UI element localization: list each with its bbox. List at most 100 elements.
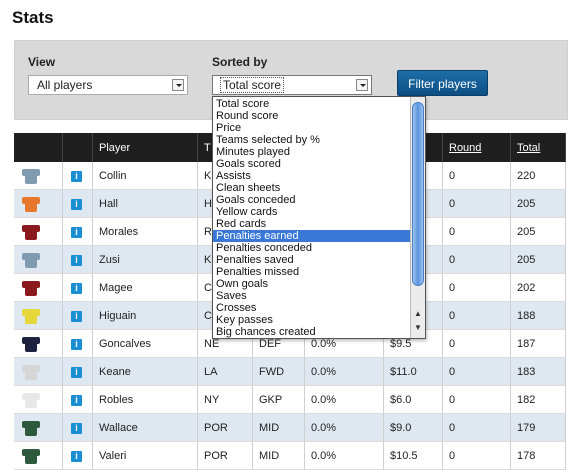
sort-option[interactable]: Penalties conceded xyxy=(216,242,313,254)
player-selected: 0.0% xyxy=(304,413,384,442)
sort-option[interactable]: Clean sheets xyxy=(216,182,281,194)
info-cell[interactable]: i xyxy=(62,413,93,442)
shirt-icon xyxy=(22,223,40,241)
info-cell[interactable]: i xyxy=(62,385,93,414)
player-selected: 0.0% xyxy=(304,441,384,470)
info-cell[interactable]: i xyxy=(62,162,93,190)
player-price: $10.5 xyxy=(383,441,443,470)
info-icon[interactable]: i xyxy=(71,282,82,294)
info-icon[interactable]: i xyxy=(71,394,82,406)
info-cell[interactable]: i xyxy=(62,217,93,246)
shirt-icon xyxy=(22,391,40,409)
info-icon[interactable]: i xyxy=(71,422,82,434)
view-select[interactable]: All players xyxy=(28,75,188,95)
chevron-down-icon xyxy=(172,79,184,91)
scrollbar-thumb[interactable] xyxy=(412,102,424,286)
player-name[interactable]: Morales xyxy=(92,217,198,246)
sort-option[interactable]: Teams selected by % xyxy=(216,134,320,146)
player-position: MID xyxy=(252,413,305,442)
player-round: 0 xyxy=(442,245,511,274)
player-total: 187 xyxy=(510,329,566,358)
sort-option[interactable]: Round score xyxy=(216,110,279,122)
player-total: 205 xyxy=(510,217,566,246)
player-round: 0 xyxy=(442,162,511,190)
info-icon[interactable]: i xyxy=(71,170,82,182)
info-icon[interactable]: i xyxy=(71,366,82,378)
sort-option[interactable]: Goals conceded xyxy=(216,194,296,206)
info-cell[interactable]: i xyxy=(62,329,93,358)
table-row[interactable]: i Valeri POR MID 0.0% $10.5 0 178 xyxy=(14,441,566,470)
player-name[interactable]: Robles xyxy=(92,385,198,414)
shirt-icon xyxy=(22,307,40,325)
sort-option[interactable]: Total score xyxy=(216,98,270,110)
shirt-icon xyxy=(22,279,40,297)
sort-option[interactable]: Saves xyxy=(216,290,247,302)
sort-option[interactable]: Minutes played xyxy=(216,146,290,158)
player-name[interactable]: Valeri xyxy=(92,441,198,470)
player-total: 188 xyxy=(510,301,566,330)
player-name[interactable]: Goncalves xyxy=(92,329,198,358)
player-position: FWD xyxy=(252,357,305,386)
info-cell[interactable]: i xyxy=(62,301,93,330)
info-cell[interactable]: i xyxy=(62,273,93,302)
info-icon[interactable]: i xyxy=(71,226,82,238)
info-icon[interactable]: i xyxy=(71,450,82,462)
player-round: 0 xyxy=(442,441,511,470)
player-name[interactable]: Hall xyxy=(92,189,198,218)
player-total: 205 xyxy=(510,189,566,218)
player-team: POR xyxy=(197,413,253,442)
col-player[interactable]: Player xyxy=(92,133,198,162)
player-name[interactable]: Magee xyxy=(92,273,198,302)
filter-players-button[interactable]: Filter players xyxy=(397,70,488,96)
player-round: 0 xyxy=(442,273,511,302)
info-icon[interactable]: i xyxy=(71,310,82,322)
shirt-icon xyxy=(22,335,40,353)
info-cell[interactable]: i xyxy=(62,189,93,218)
scroll-up-icon[interactable]: ▲ xyxy=(414,309,422,318)
info-icon[interactable]: i xyxy=(71,254,82,266)
table-row[interactable]: i Keane LA FWD 0.0% $11.0 0 183 xyxy=(14,357,566,386)
sort-option[interactable]: Crosses xyxy=(216,302,257,314)
player-name[interactable]: Wallace xyxy=(92,413,198,442)
info-icon[interactable]: i xyxy=(71,198,82,210)
sort-option[interactable]: Yellow cards xyxy=(216,206,278,218)
sort-option[interactable]: Penalties missed xyxy=(216,266,300,278)
info-cell[interactable]: i xyxy=(62,357,93,386)
sort-option[interactable]: Key passes xyxy=(216,314,273,326)
player-price: $11.0 xyxy=(383,357,443,386)
shirt-cell xyxy=(14,162,63,190)
sort-option[interactable]: Red cards xyxy=(216,218,267,230)
player-name[interactable]: Higuain xyxy=(92,301,198,330)
view-label: View xyxy=(28,55,56,69)
player-team: POR xyxy=(197,441,253,470)
table-row[interactable]: i Robles NY GKP 0.0% $6.0 0 182 xyxy=(14,385,566,414)
sort-dropdown-list[interactable]: Total score Round score Price Teams selecte… xyxy=(212,96,426,339)
sort-option[interactable]: Big chances created xyxy=(216,326,316,338)
shirt-icon xyxy=(22,447,40,465)
sort-option[interactable]: Penalties saved xyxy=(216,254,294,266)
shirt-cell xyxy=(14,329,63,358)
shirt-icon xyxy=(22,167,40,185)
shirt-icon xyxy=(22,195,40,213)
table-row[interactable]: i Collin K 0 220 xyxy=(14,162,566,190)
sort-option[interactable]: Own goals xyxy=(216,278,268,290)
info-cell[interactable]: i xyxy=(62,245,93,274)
dropdown-scrollbar[interactable]: ▲ ▼ xyxy=(410,97,425,338)
sort-select[interactable]: Total score xyxy=(212,75,372,95)
table-row[interactable]: i Wallace POR MID 0.0% $9.0 0 179 xyxy=(14,413,566,442)
shirt-cell xyxy=(14,357,63,386)
player-round: 0 xyxy=(442,189,511,218)
player-name[interactable]: Collin xyxy=(92,162,198,190)
info-cell[interactable]: i xyxy=(62,441,93,470)
player-total: 178 xyxy=(510,441,566,470)
player-name[interactable]: Zusi xyxy=(92,245,198,274)
sort-option[interactable]: Price xyxy=(216,122,242,134)
col-round[interactable]: Round xyxy=(442,133,511,162)
player-name[interactable]: Keane xyxy=(92,357,198,386)
sort-option[interactable]: Penalties earned xyxy=(213,230,411,242)
sort-option[interactable]: Goals scored xyxy=(216,158,281,170)
sort-option[interactable]: Assists xyxy=(216,170,251,182)
info-icon[interactable]: i xyxy=(71,338,82,350)
scroll-down-icon[interactable]: ▼ xyxy=(414,323,422,332)
col-total[interactable]: Total xyxy=(510,133,566,162)
